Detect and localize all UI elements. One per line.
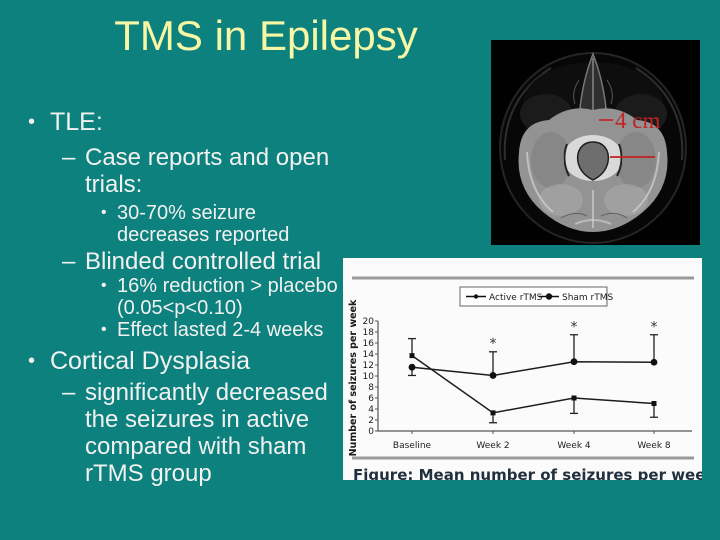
svg-text:Baseline: Baseline [393, 441, 432, 451]
slide-title: TMS in Epilepsy [114, 12, 418, 59]
svg-text:Week 2: Week 2 [476, 441, 509, 451]
svg-text:*: * [490, 336, 497, 352]
dot-bullet-icon: • [101, 277, 107, 294]
svg-text:12: 12 [363, 361, 374, 371]
bullet-item: – Case reports and open trials: [0, 144, 348, 198]
seizure-chart-panel: Active rTMS Sham rTMS Number of seizures p… [343, 258, 702, 480]
svg-text:Active rTMS: Active rTMS [489, 293, 543, 303]
chart-caption-clipped: Figure: Mean number of seizures per week… [353, 466, 702, 481]
bullet-item: • 16% reduction > placebo (0.05<p<0.10) [0, 275, 348, 319]
bullet-text: Blinded controlled trial [85, 248, 322, 275]
seizure-line-chart: Active rTMS Sham rTMS Number of seizures p… [348, 276, 694, 460]
bullet-text: Effect lasted 2-4 weeks [117, 319, 324, 341]
dash-bullet-icon: – [62, 144, 76, 171]
bullet-item: • 30-70% seizure decreases reported [0, 202, 348, 246]
bullet-text: TLE: [50, 108, 103, 136]
svg-text:10: 10 [363, 372, 375, 382]
brain-mri-drawing: 4 cm [491, 40, 700, 245]
svg-text:Sham rTMS: Sham rTMS [562, 293, 614, 303]
svg-text:6: 6 [368, 394, 374, 404]
bullet-text: 16% reduction > placebo (0.05<p<0.10) [117, 275, 338, 319]
svg-text:4: 4 [368, 405, 374, 415]
bullet-item: • Effect lasted 2-4 weeks [0, 319, 348, 341]
dash-bullet-icon: – [62, 248, 76, 275]
dot-bullet-icon: • [101, 204, 107, 221]
bullet-text: Cortical Dysplasia [50, 347, 251, 375]
svg-text:14: 14 [363, 350, 375, 360]
bullet-item: – significantly decreased the seizures in… [0, 379, 348, 487]
bullet-item: • TLE: [0, 108, 348, 136]
bullet-item: • Cortical Dysplasia [0, 347, 348, 375]
svg-text:*: * [651, 320, 658, 336]
svg-text:Number of seizures per week: Number of seizures per week [348, 299, 359, 456]
bullet-list: • TLE: – Case reports and open trials: • 30-7… [0, 108, 348, 487]
svg-text:*: * [571, 320, 578, 336]
svg-text:Week 4: Week 4 [557, 441, 591, 451]
dot-bullet-icon: • [101, 321, 107, 338]
brain-mri-image: 4 cm [491, 40, 700, 245]
bullet-text: 30-70% seizure decreases reported [117, 202, 290, 246]
svg-text:18: 18 [363, 328, 375, 338]
svg-text:0: 0 [368, 427, 374, 437]
svg-text:2: 2 [368, 416, 374, 426]
dot-bullet-icon: • [28, 111, 36, 133]
bullet-item: – Blinded controlled trial [0, 248, 348, 275]
svg-text:20: 20 [363, 317, 375, 327]
mri-annotation-label: 4 cm [615, 108, 660, 133]
mri-measurement-annotation: 4 cm [599, 108, 660, 158]
bullet-text: Case reports and open trials: [85, 144, 330, 198]
svg-text:16: 16 [363, 339, 375, 349]
svg-text:Week 8: Week 8 [637, 441, 671, 451]
bullet-text: significantly decreased the seizures in … [85, 379, 328, 487]
dot-bullet-icon: • [28, 350, 36, 372]
svg-text:8: 8 [368, 383, 374, 393]
dash-bullet-icon: – [62, 379, 76, 406]
